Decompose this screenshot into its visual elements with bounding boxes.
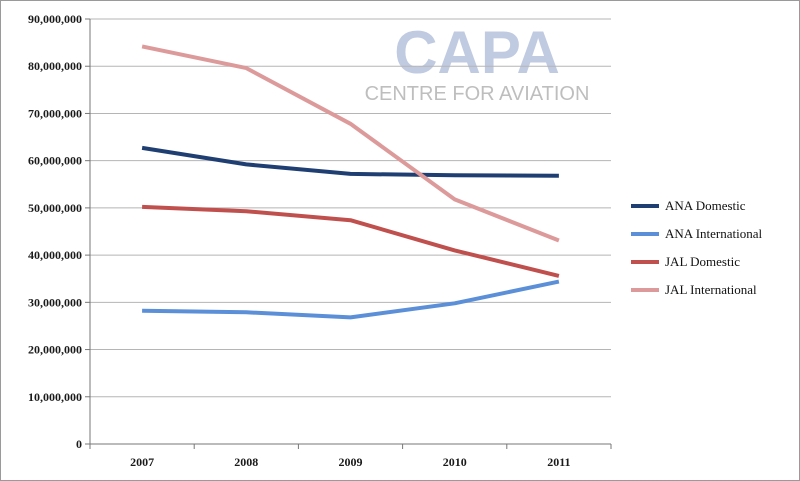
x-tick-label: 2011 <box>547 455 570 469</box>
x-tick-label: 2009 <box>339 455 363 469</box>
series-line-jal-international <box>141 44 560 243</box>
x-tick-label: 2007 <box>130 455 154 469</box>
x-tick-label: 2008 <box>234 455 258 469</box>
series-line-ana-international <box>142 279 560 320</box>
series-lines <box>141 44 560 320</box>
legend: ANA Domestic ANA International JAL Domesti… <box>631 198 763 297</box>
y-tick-label: 60,000,000 <box>28 154 82 168</box>
y-tick-label: 80,000,000 <box>28 59 82 73</box>
y-tick-label: 50,000,000 <box>28 201 82 215</box>
x-tick-label: 2010 <box>443 455 467 469</box>
series-line-jal-domestic <box>142 204 560 278</box>
legend-label-ana-domestic: ANA Domestic <box>665 198 746 213</box>
y-tick-label: 10,000,000 <box>28 390 82 404</box>
y-tick-label: 40,000,000 <box>28 248 82 262</box>
legend-label-jal-domestic: JAL Domestic <box>665 254 740 269</box>
watermark-tagline: CENTRE FOR AVIATION <box>365 83 590 105</box>
axes <box>89 19 611 445</box>
y-tick-label: 20,000,000 <box>28 343 82 357</box>
x-axis-ticks: 2007 2008 2009 2010 2011 <box>89 444 612 469</box>
y-tick-label: 70,000,000 <box>28 106 82 120</box>
series-line-ana-domestic <box>141 145 559 178</box>
legend-label-ana-international: ANA International <box>665 226 763 241</box>
y-tick-label: 90,000,000 <box>28 12 82 26</box>
y-tick-label: 30,000,000 <box>28 295 82 309</box>
y-tick-label: 0 <box>76 437 82 451</box>
watermark-logo: CAPA <box>394 19 560 86</box>
legend-label-jal-international: JAL International <box>665 282 757 297</box>
y-axis-ticks: 0 10,000,000 20,000,000 30,000,000 40,000,00… <box>28 12 90 451</box>
watermark: CAPA CENTRE FOR AVIATION <box>365 19 590 105</box>
